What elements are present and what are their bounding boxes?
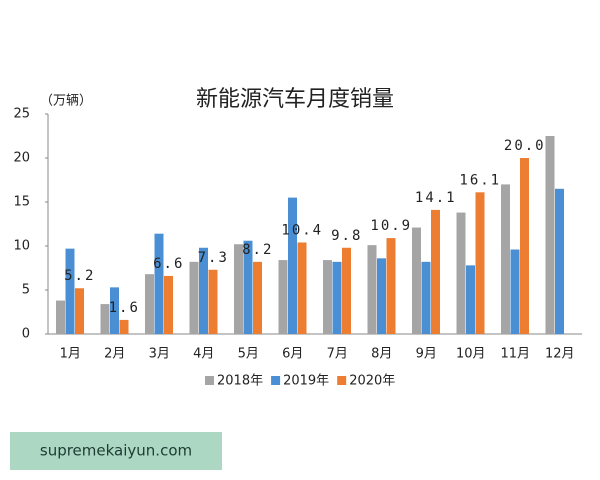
watermark: supremekaiyun.com	[40, 442, 192, 460]
bar	[520, 158, 529, 334]
x-tick-label: 7月	[327, 347, 348, 362]
bar	[510, 249, 520, 334]
value-label: 7.3	[198, 250, 229, 266]
y-tick-label: 5	[22, 283, 30, 298]
bar	[501, 184, 510, 334]
x-tick-label: 9月	[416, 347, 437, 362]
y-tick-label: 20	[13, 151, 30, 166]
bar	[199, 247, 208, 334]
watermark-box	[10, 432, 222, 470]
bar	[189, 261, 199, 334]
bar	[431, 209, 440, 334]
legend-swatch	[205, 376, 214, 385]
bar	[164, 275, 173, 334]
x-tick-label: 3月	[149, 347, 170, 362]
x-tick-label: 12月	[545, 347, 575, 362]
bar	[234, 244, 243, 334]
bar	[545, 136, 555, 334]
value-label: 10.4	[281, 222, 323, 238]
bar	[253, 261, 262, 334]
bar	[288, 197, 297, 334]
x-tick-label: 11月	[500, 347, 530, 362]
x-tick-label: 2月	[104, 347, 125, 362]
bar	[332, 261, 342, 334]
value-label: 16.1	[459, 172, 501, 188]
bar	[466, 265, 475, 334]
bar	[243, 240, 253, 334]
legend-label: 2018年	[217, 374, 263, 389]
x-tick-label: 4月	[193, 347, 214, 362]
bar	[323, 260, 332, 334]
bar	[75, 288, 84, 334]
value-label: 14.1	[415, 190, 457, 206]
legend-label: 2020年	[349, 374, 395, 389]
bar	[110, 287, 119, 334]
bar	[65, 248, 75, 334]
bar	[367, 245, 377, 334]
chart-title: 新能源汽车月度销量	[196, 87, 394, 112]
value-label: 8.2	[242, 242, 273, 258]
bar	[56, 300, 65, 334]
bar	[456, 212, 466, 334]
x-tick-label: 10月	[456, 347, 486, 362]
bar	[208, 269, 218, 334]
legend-swatch	[271, 376, 281, 385]
bar	[154, 233, 164, 334]
legend-swatch	[337, 376, 347, 385]
bar	[475, 192, 485, 334]
value-label: 5.2	[64, 268, 95, 284]
bar	[555, 188, 564, 334]
bar	[145, 274, 154, 334]
x-tick-label: 1月	[60, 347, 81, 362]
bar	[100, 304, 110, 334]
value-label: 9.8	[331, 228, 362, 244]
x-tick-label: 8月	[371, 347, 392, 362]
bar	[119, 319, 129, 334]
y-tick-label: 15	[13, 195, 30, 210]
value-label: 10.9	[370, 218, 412, 234]
bar	[278, 260, 288, 334]
bar	[297, 242, 307, 334]
value-label: 1.6	[109, 300, 140, 316]
x-tick-label: 5月	[238, 347, 259, 362]
bar	[386, 238, 396, 334]
value-label: 6.6	[153, 256, 184, 272]
bar	[412, 227, 421, 334]
x-tick-label: 6月	[282, 347, 303, 362]
y-tick-label: 0	[22, 327, 30, 342]
value-label: 20.0	[504, 138, 546, 154]
bar	[421, 261, 431, 334]
legend-label: 2019年	[283, 374, 329, 389]
bar	[377, 258, 386, 334]
y-tick-label: 10	[13, 239, 30, 254]
y-axis-label: （万辆）	[40, 94, 92, 109]
y-tick-label: 25	[13, 107, 30, 122]
bar	[342, 247, 351, 334]
